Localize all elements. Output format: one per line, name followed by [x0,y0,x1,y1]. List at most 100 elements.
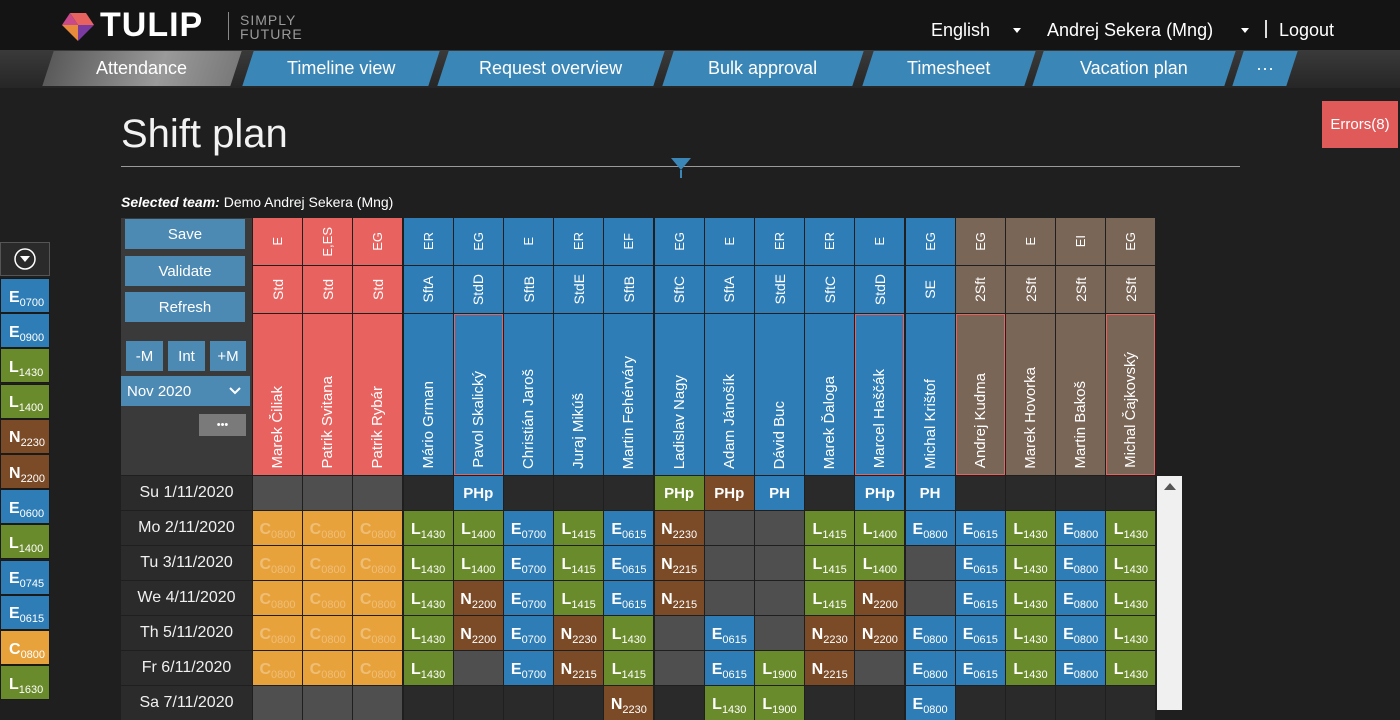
shift-cell[interactable] [604,476,654,510]
scrollbar[interactable] [1157,476,1182,710]
shift-cell[interactable]: C0800 [303,546,353,580]
shift-cell[interactable] [453,651,503,685]
shift-cell[interactable]: E0615 [704,651,754,685]
shift-cell[interactable]: E0615 [955,651,1005,685]
shift-cell[interactable]: E0615 [955,581,1005,615]
shift-cell[interactable]: C0800 [253,511,302,545]
errors-button[interactable]: Errors(8) [1322,101,1398,148]
shift-cell[interactable]: E0800 [905,686,955,720]
shift-cell[interactable]: PHp [453,476,503,510]
shift-cell[interactable]: E0615 [604,546,654,580]
shift-cell[interactable]: C0800 [353,511,403,545]
shift-cell[interactable]: PHp [704,476,754,510]
shift-cell[interactable]: L1415 [805,581,855,615]
palette-item[interactable]: N2230 [0,418,50,454]
shift-cell[interactable] [303,476,353,510]
shift-cell[interactable]: L1430 [704,686,754,720]
user-menu[interactable]: Andrej Sekera (Mng) [1047,20,1214,40]
save-button[interactable]: Save [125,219,245,249]
next-month-button[interactable]: +M [210,341,246,371]
shift-cell[interactable]: E0800 [1056,546,1106,580]
palette-item[interactable]: L1430 [0,348,50,384]
shift-cell[interactable] [654,686,704,720]
palette-item[interactable]: E0600 [0,489,50,525]
shift-cell[interactable]: C0800 [253,651,302,685]
shift-cell[interactable] [554,686,604,720]
more-button[interactable]: ••• [199,414,246,436]
shift-cell[interactable]: C0800 [303,616,353,650]
palette-item[interactable]: E0615 [0,594,50,630]
shift-cell[interactable] [253,686,302,720]
palette-item[interactable]: L1630 [0,665,50,701]
shift-cell[interactable]: E0800 [1056,616,1106,650]
shift-cell[interactable] [805,476,855,510]
shift-cell[interactable]: E0615 [955,616,1005,650]
shift-cell[interactable] [1056,686,1106,720]
shift-cell[interactable] [1106,686,1156,720]
nav-tab[interactable]: Timeline view [242,51,440,86]
palette-item[interactable]: E0900 [0,313,50,349]
shift-cell[interactable]: N2215 [554,651,604,685]
palette-item[interactable]: C0800 [0,630,50,665]
shift-cell[interactable]: L1430 [1106,616,1156,650]
shift-cell[interactable] [403,686,453,720]
shift-cell[interactable] [253,476,302,510]
shift-cell[interactable]: E0615 [955,546,1005,580]
shift-cell[interactable] [1056,476,1106,510]
shift-cell[interactable]: L1430 [403,546,453,580]
shift-cell[interactable]: N2200 [453,616,503,650]
language-select[interactable]: English [931,20,991,40]
shift-cell[interactable]: L1430 [403,616,453,650]
shift-cell[interactable]: N2230 [805,616,855,650]
shift-cell[interactable] [303,686,353,720]
shift-cell[interactable]: PH [755,476,804,510]
shift-cell[interactable]: C0800 [353,581,403,615]
shift-cell[interactable] [1006,686,1055,720]
nav-tab[interactable]: Vacation plan [1032,51,1236,86]
shift-cell[interactable] [353,686,403,720]
shift-cell[interactable]: L1430 [403,651,453,685]
shift-cell[interactable]: L1400 [855,511,905,545]
palette-item[interactable]: E0700 [0,278,50,313]
shift-cell[interactable]: PHp [855,476,905,510]
shift-cell[interactable]: C0800 [353,651,403,685]
shift-cell[interactable] [755,546,804,580]
shift-cell[interactable]: L1400 [453,511,503,545]
shift-cell[interactable]: E0615 [604,511,654,545]
shift-cell[interactable]: L1430 [403,581,453,615]
month-select[interactable]: Nov 2020 [121,376,250,406]
shift-cell[interactable]: C0800 [303,581,353,615]
shift-cell[interactable]: E0800 [1056,651,1106,685]
shift-cell[interactable] [704,581,754,615]
palette-item[interactable]: L1400 [0,383,50,419]
shift-cell[interactable]: L1400 [453,546,503,580]
shift-cell[interactable] [1106,476,1156,510]
shift-cell[interactable] [1006,476,1055,510]
shift-cell[interactable]: L1430 [403,511,453,545]
shift-cell[interactable]: E0615 [955,511,1005,545]
shift-cell[interactable]: L1400 [855,546,905,580]
shift-cell[interactable]: L1415 [554,511,604,545]
shift-cell[interactable]: N2215 [805,651,855,685]
shift-cell[interactable]: E0800 [905,616,955,650]
shift-cell[interactable]: N2230 [554,616,604,650]
refresh-button[interactable]: Refresh [125,292,245,322]
shift-cell[interactable]: PHp [654,476,704,510]
shift-cell[interactable] [755,581,804,615]
shift-cell[interactable] [755,511,804,545]
shift-cell[interactable]: E0700 [504,546,553,580]
nav-tab[interactable]: Attendance [42,51,242,86]
prev-month-button[interactable]: -M [126,341,163,371]
shift-cell[interactable]: N2215 [654,546,704,580]
shift-cell[interactable]: L1430 [1106,511,1156,545]
shift-cell[interactable]: E0800 [905,651,955,685]
shift-cell[interactable]: N2230 [654,511,704,545]
shift-cell[interactable] [403,476,453,510]
shift-cell[interactable]: E0700 [504,511,553,545]
interval-button[interactable]: Int [168,341,205,371]
shift-cell[interactable]: L1430 [1106,546,1156,580]
shift-cell[interactable]: N2200 [855,616,905,650]
shift-cell[interactable] [955,476,1005,510]
shift-cell[interactable]: L1430 [1006,651,1055,685]
shift-cell[interactable] [554,476,604,510]
